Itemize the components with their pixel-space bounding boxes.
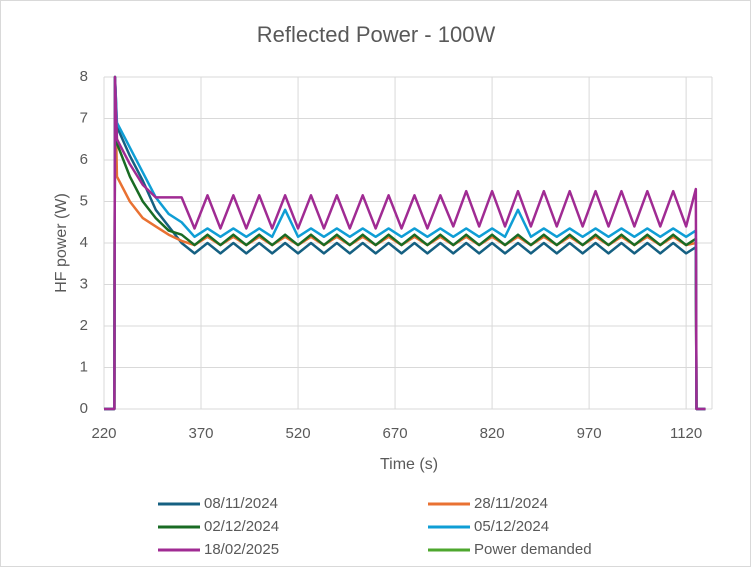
- x-tick-label: 670: [383, 425, 408, 442]
- labels: 0 1 2 3 4 5 6 7 8 220 370 520 670 820 970 1120: [80, 68, 703, 442]
- legend: 08/11/2024 28/11/2024 02/12/2024 05/12/2024…: [158, 495, 592, 558]
- y-tick-label: 0: [80, 400, 88, 417]
- chart-title: Reflected Power - 100W: [257, 22, 496, 47]
- series-line: [104, 75, 706, 411]
- y-tick-label: 7: [80, 109, 88, 126]
- x-axis-label: Time (s): [380, 456, 438, 473]
- y-tick-label: 3: [80, 275, 88, 292]
- x-tick-label: 220: [91, 425, 116, 442]
- plot-lines: [104, 75, 706, 411]
- y-tick-label: 2: [80, 317, 88, 334]
- x-tick-label: 370: [189, 425, 214, 442]
- x-tick-label: 820: [480, 425, 505, 442]
- x-tick-label: 520: [286, 425, 311, 442]
- x-tick-label: 1120: [670, 425, 702, 442]
- y-tick-label: 6: [80, 151, 88, 168]
- series-line: [104, 75, 706, 411]
- y-tick-label: 1: [80, 358, 88, 375]
- series-line: [104, 75, 706, 411]
- legend-label: 08/11/2024: [204, 495, 278, 512]
- legend-label: 05/12/2024: [474, 518, 549, 535]
- y-axis-label: HF power (W): [53, 193, 70, 293]
- legend-label: 28/11/2024: [474, 495, 548, 512]
- legend-label: 18/02/2025: [204, 541, 279, 558]
- legend-label: 02/12/2024: [204, 518, 279, 535]
- legend-label: Power demanded: [474, 541, 592, 558]
- series-line: [104, 75, 706, 411]
- y-tick-label: 4: [80, 234, 88, 251]
- y-tick-label: 8: [80, 68, 88, 85]
- x-tick-label: 970: [577, 425, 602, 442]
- y-tick-label: 5: [80, 192, 88, 209]
